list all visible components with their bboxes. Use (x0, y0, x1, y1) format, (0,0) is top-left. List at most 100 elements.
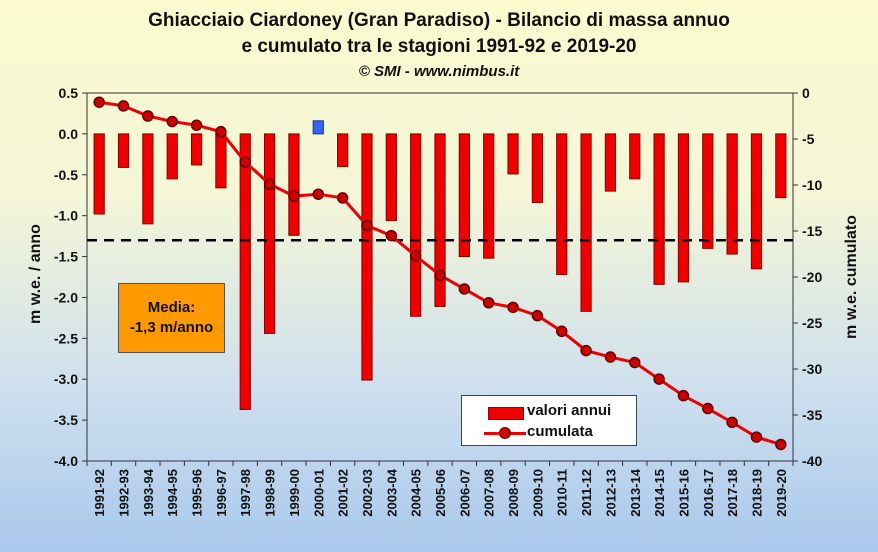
cumulative-point (750, 431, 763, 443)
x-tick-label: 2013-14 (628, 468, 643, 516)
y2-tick-label: -40 (802, 453, 822, 469)
bar (726, 133, 738, 255)
y2-tick-label: -25 (802, 315, 822, 331)
cumulative-point (409, 250, 422, 262)
bar (531, 133, 543, 204)
cumulative-point (385, 229, 398, 242)
y2-tick-label: -15 (802, 223, 822, 239)
legend-line-label: cumulata (527, 423, 593, 440)
x-tick-label: 2006-07 (457, 469, 472, 517)
bar (677, 133, 690, 283)
bar (410, 133, 422, 317)
bar (239, 133, 251, 410)
y2-tick-label: -30 (802, 361, 822, 377)
cumulative-point (117, 100, 130, 112)
cumulative-point (190, 119, 203, 131)
bar (166, 133, 178, 180)
cumulative-point (458, 283, 471, 295)
y-tick-label: -3.0 (54, 371, 78, 387)
x-tick-label: 2004-05 (409, 469, 424, 517)
x-tick-label: 1994-95 (165, 469, 180, 517)
cumulative-point (677, 389, 690, 402)
cumulative-point (336, 192, 349, 204)
bar (604, 133, 617, 192)
y-tick-label: -0.5 (54, 167, 78, 183)
cumulative-point (482, 297, 495, 309)
mean-annotation-title: Media: (147, 299, 196, 316)
bar (93, 133, 105, 215)
cumulative-point (604, 351, 617, 363)
y-tick-label: -4.0 (54, 453, 78, 469)
bar (263, 133, 276, 334)
x-tick-label: 2012-13 (603, 469, 618, 517)
bar (117, 133, 130, 168)
cumulative-point (629, 356, 641, 369)
x-tick-label: 2008-09 (506, 469, 521, 517)
x-tick-label: 2005-06 (433, 469, 448, 517)
cumulative-point (239, 156, 251, 168)
x-tick-label: 1993-94 (141, 468, 156, 516)
y-tick-label: -1.0 (54, 208, 78, 224)
bar (215, 133, 227, 189)
cumulative-point (312, 188, 325, 200)
x-tick-label: 2015-16 (676, 469, 691, 517)
y-tick-label: -3.5 (54, 412, 78, 428)
bar (750, 133, 763, 270)
legend-bar-swatch (488, 407, 524, 420)
y-tick-label: -1.5 (54, 249, 78, 265)
x-tick-label: 1995-96 (190, 469, 205, 517)
x-tick-label: 2001-02 (336, 469, 351, 517)
cumulative-point (215, 125, 227, 138)
x-tick-label: 1991-92 (92, 469, 107, 517)
cumulative-point (507, 301, 519, 314)
bar (288, 133, 300, 236)
cumulative-point (288, 190, 300, 202)
y2-tick-label: -10 (802, 177, 822, 193)
bar (507, 133, 519, 175)
y-tick-label: 0.0 (59, 126, 79, 142)
mean-annotation-value: -1,3 m/anno (129, 319, 214, 336)
cumulative-point (434, 269, 446, 281)
legend-item-line: cumulata (462, 423, 638, 443)
bar (434, 133, 446, 307)
bar (629, 133, 641, 180)
y2-tick-label: -35 (802, 407, 822, 423)
bar (580, 133, 592, 312)
cumulative-point (653, 373, 665, 385)
bar (190, 133, 203, 166)
y2-tick-label: -20 (802, 269, 822, 285)
y-tick-label: 0.5 (59, 85, 79, 101)
y2-tick-label: -5 (802, 131, 815, 147)
x-tick-label: 1992-93 (117, 469, 132, 517)
cumulative-point (726, 416, 738, 429)
y2-tick-label: 0 (802, 85, 810, 101)
y-tick-label: -2.5 (54, 330, 78, 346)
legend-marker-swatch (499, 427, 511, 439)
bar (361, 133, 373, 381)
x-tick-label: 2000-01 (311, 469, 326, 517)
bar (556, 133, 568, 276)
bar (385, 133, 397, 222)
chart-subtitle-credit: © SMI - www.nimbus.it (358, 63, 520, 80)
y-axis-label-left: m w.e. / anno (27, 224, 44, 324)
legend-item-bars: valori annui (462, 402, 638, 422)
bar (702, 133, 714, 249)
chart-title-line1: Ghiacciaio Ciardoney (Gran Paradiso) - B… (148, 10, 730, 31)
x-tick-label: 2002-03 (360, 469, 375, 517)
cumulative-point (702, 402, 714, 415)
x-tick-label: 2007-08 (482, 469, 497, 517)
x-tick-label: 2003-04 (384, 468, 399, 516)
cumulative-point (531, 309, 544, 322)
x-tick-label: 1997-98 (238, 469, 253, 517)
bar (142, 133, 154, 225)
cumulative-point (142, 110, 154, 122)
x-tick-label: 2011-12 (579, 469, 594, 516)
x-tick-label: 1999-00 (287, 469, 302, 517)
x-tick-label: 2019-20 (774, 469, 789, 517)
x-tick-label: 2018-19 (749, 469, 764, 517)
y-tick-label: -2.0 (54, 289, 78, 305)
x-tick-label: 2009-10 (530, 469, 545, 517)
cumulative-point (166, 115, 178, 128)
y-axis-label-right: m w.e. cumulato (843, 215, 860, 339)
